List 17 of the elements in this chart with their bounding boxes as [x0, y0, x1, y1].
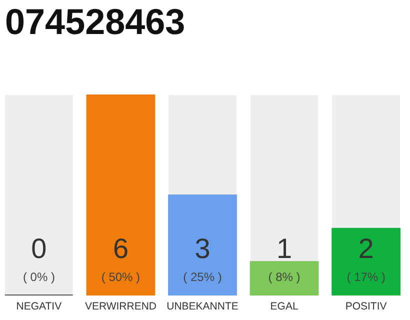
x-tick-label: UNBEKANNTE — [166, 300, 238, 312]
annotation: ( 25% ) — [183, 270, 222, 284]
data-label: 1 — [276, 233, 292, 264]
x-tick-label: EGAL — [270, 300, 298, 312]
annotation: ( 50% ) — [101, 270, 140, 284]
annotation: ( 8% ) — [268, 270, 300, 284]
x-tick-label: NEGATIV — [16, 300, 62, 312]
x-tick-label: POSITIV — [345, 300, 387, 312]
data-label: 3 — [194, 233, 210, 264]
chart-title: 074528463 — [5, 0, 186, 44]
data-label: 0 — [31, 233, 47, 264]
annotation: ( 17% ) — [346, 270, 386, 284]
data-label: 6 — [112, 233, 129, 264]
x-tick-label: VERWIRREND — [84, 300, 157, 312]
annotation: ( 0% ) — [22, 270, 55, 284]
data-label: 2 — [358, 233, 374, 264]
bar — [250, 261, 319, 296]
